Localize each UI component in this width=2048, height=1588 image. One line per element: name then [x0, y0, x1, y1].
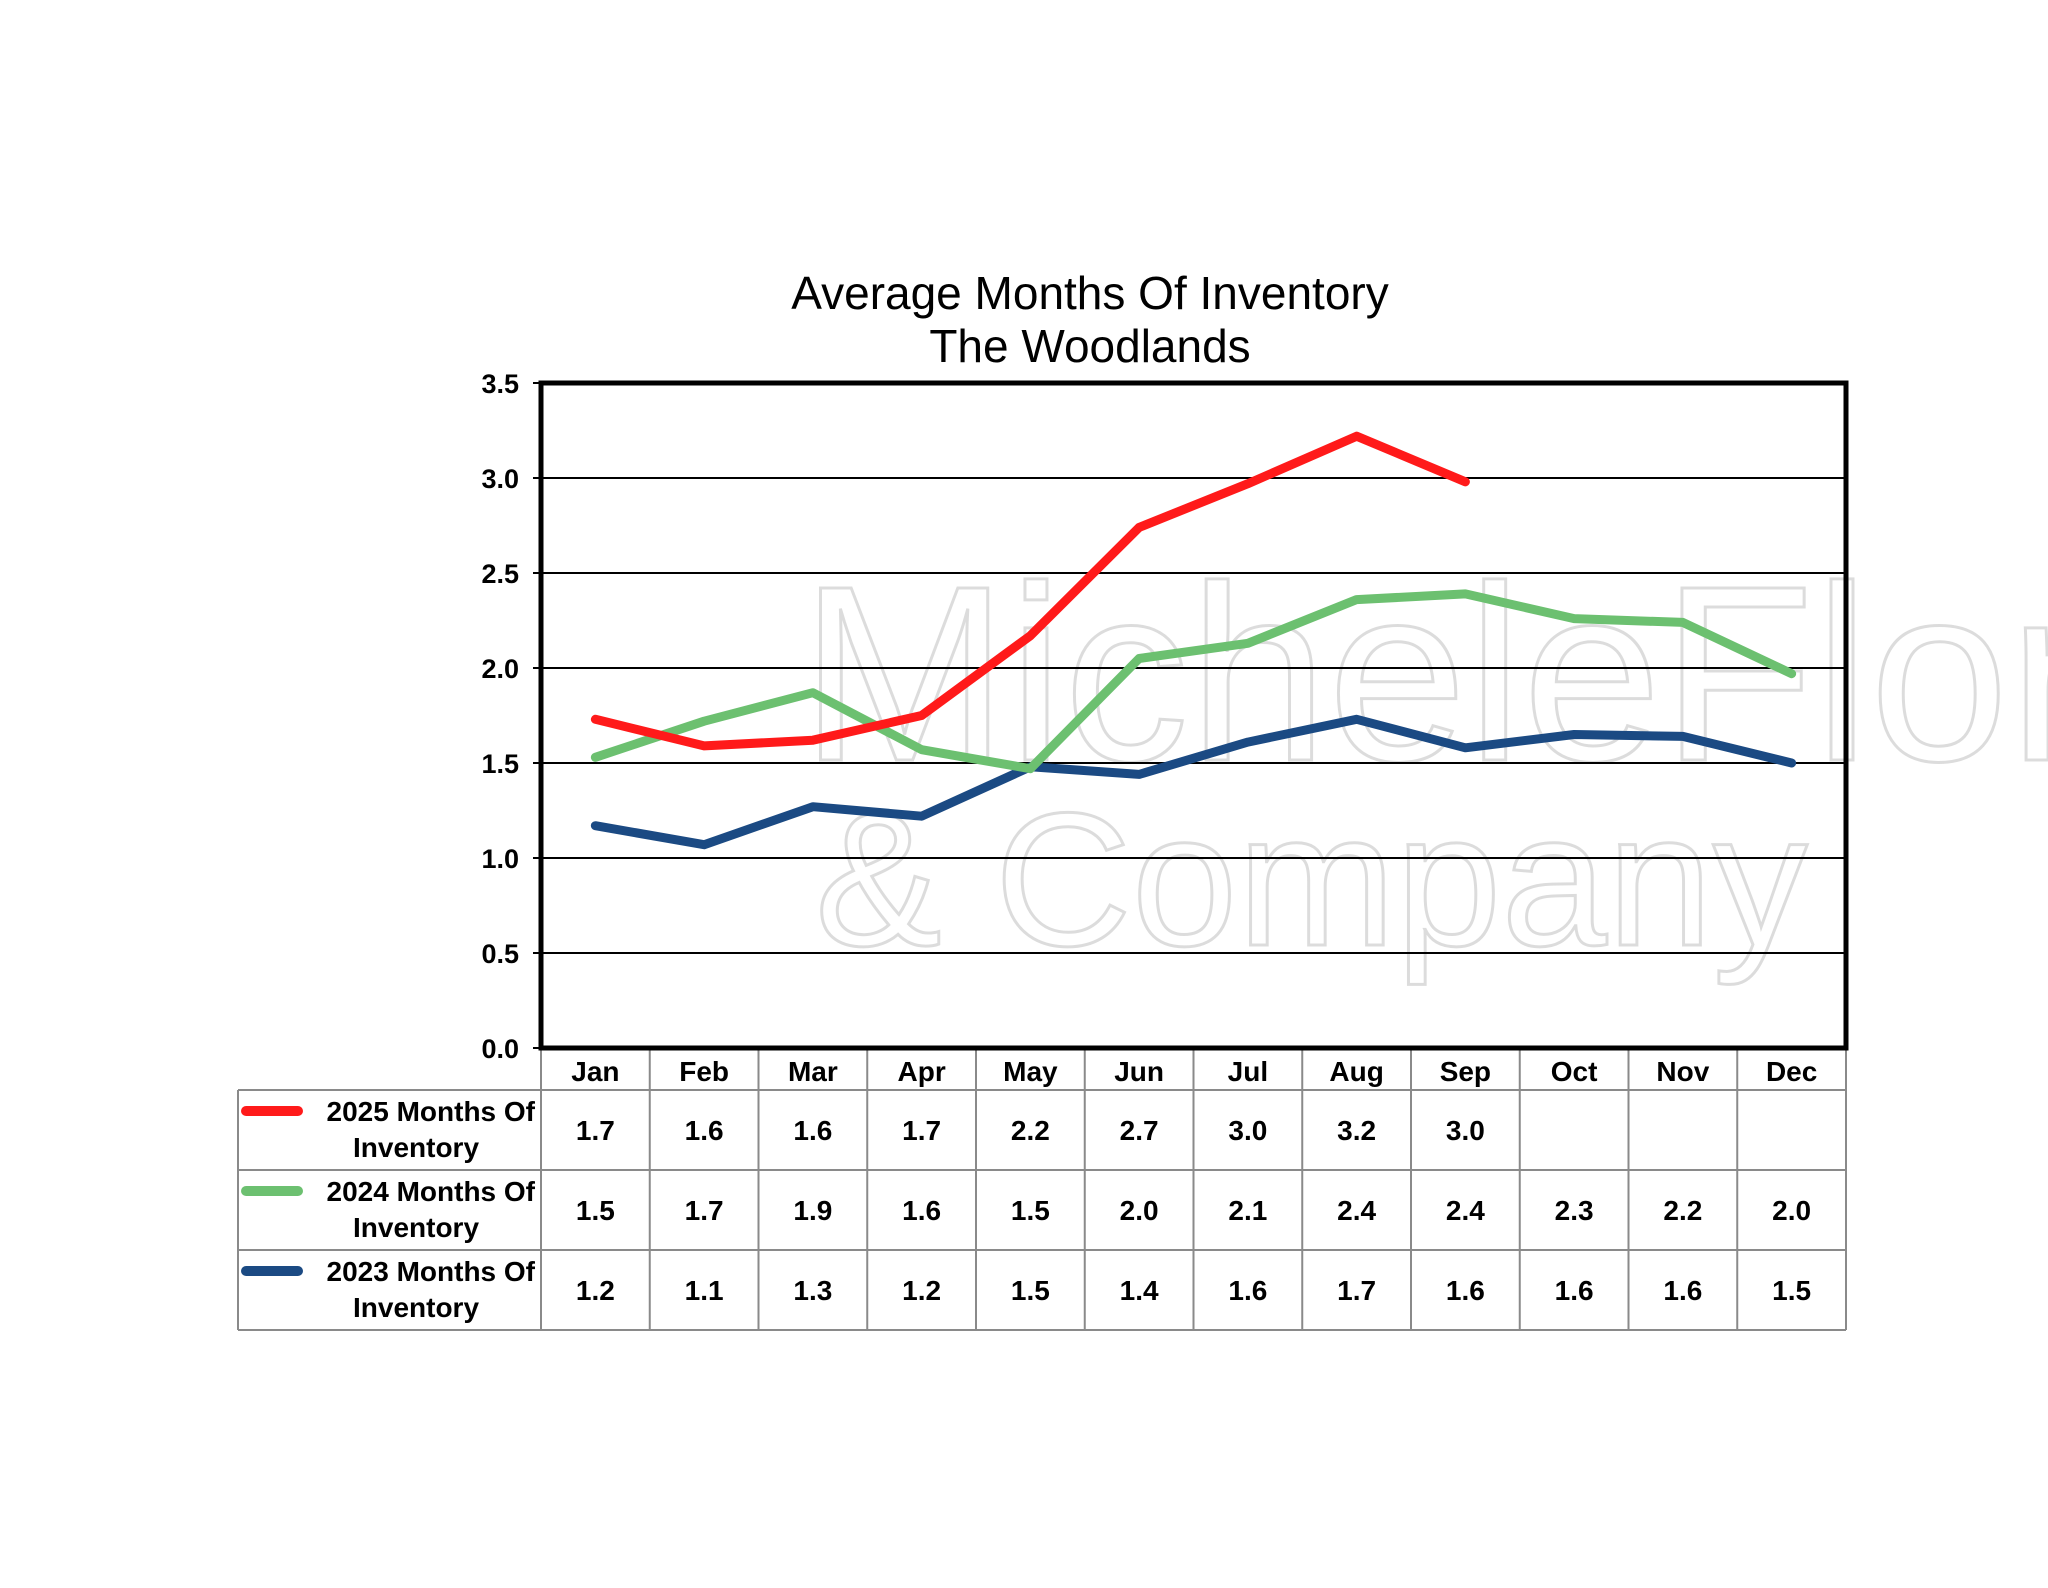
- watermark-text-line1: MicheleFlory: [800, 534, 2048, 813]
- data-table-cell: 1.6: [1446, 1275, 1485, 1306]
- plot-area-frame: [538, 380, 1849, 1051]
- data-table-cell: 2.7: [1120, 1115, 1159, 1146]
- data-table-cell: 3.2: [1337, 1115, 1376, 1146]
- x-tick-label: Dec: [1766, 1056, 1817, 1087]
- series-line: [590, 714, 1797, 850]
- data-table-cell: 2.2: [1663, 1195, 1702, 1226]
- y-gridlines: [541, 477, 1846, 954]
- y-tick-label: 3.5: [481, 369, 519, 399]
- legend-label-line1: 2024 Months Of: [327, 1176, 536, 1207]
- legend-label-line2: Inventory: [353, 1212, 479, 1243]
- legend-label-line1: 2025 Months Of: [327, 1096, 536, 1127]
- data-table-cell: 2.0: [1120, 1195, 1159, 1226]
- data-table-cell: 2.1: [1228, 1195, 1267, 1226]
- data-table-cell: 3.0: [1446, 1115, 1485, 1146]
- x-tick-label: Jul: [1228, 1056, 1268, 1087]
- data-table-cell: 1.7: [576, 1115, 615, 1146]
- data-table-cell: 1.5: [1011, 1275, 1050, 1306]
- data-table-cell: 1.9: [793, 1195, 832, 1226]
- data-table-cell: 2.4: [1337, 1195, 1376, 1226]
- chart-title: Average Months Of Inventory: [791, 267, 1388, 319]
- data-table-cell: 2.3: [1555, 1195, 1594, 1226]
- data-table-cell: 1.7: [902, 1115, 941, 1146]
- data-table-cell: 1.6: [902, 1195, 941, 1226]
- series-line: [590, 431, 1470, 751]
- data-table-cell: 1.6: [793, 1115, 832, 1146]
- x-tick-label: Sep: [1440, 1056, 1491, 1087]
- y-tick-label: 0.0: [481, 1034, 519, 1064]
- data-table-cell: 1.5: [1772, 1275, 1811, 1306]
- data-table-cell: 2.2: [1011, 1115, 1050, 1146]
- data-table-cell: 2.0: [1772, 1195, 1811, 1226]
- data-table-cell: 1.5: [1011, 1195, 1050, 1226]
- y-tick-label: 1.5: [481, 749, 519, 779]
- legend-label-line2: Inventory: [353, 1132, 479, 1163]
- y-tick-label: 1.0: [481, 844, 519, 874]
- data-table-cell: 1.3: [793, 1275, 832, 1306]
- data-table-cell: 1.2: [576, 1275, 615, 1306]
- y-tick-label: 0.5: [481, 939, 519, 969]
- data-table-cell: 1.6: [685, 1115, 724, 1146]
- x-tick-label: Mar: [788, 1056, 838, 1087]
- data-table-cell: 1.7: [685, 1195, 724, 1226]
- data-table-cell: 1.6: [1228, 1275, 1267, 1306]
- chart-title-group: Average Months Of Inventory The Woodland…: [791, 267, 1388, 372]
- data-table-cell: 1.5: [576, 1195, 615, 1226]
- data-table-cell: 2.4: [1446, 1195, 1485, 1226]
- data-table-cell: 1.2: [902, 1275, 941, 1306]
- data-table-cell: 1.1: [685, 1275, 724, 1306]
- x-tick-label: Apr: [898, 1056, 946, 1087]
- series-lines: [590, 431, 1797, 850]
- y-tick-label: 2.0: [481, 654, 519, 684]
- series-line: [590, 589, 1797, 774]
- x-tick-label: Nov: [1656, 1056, 1709, 1087]
- data-table-cell: 3.0: [1228, 1115, 1267, 1146]
- data-table-cell: 1.4: [1120, 1275, 1159, 1306]
- legend-label-line2: Inventory: [353, 1292, 479, 1323]
- watermark-text-line2: & Company: [815, 774, 1808, 986]
- data-table-cell: 1.6: [1555, 1275, 1594, 1306]
- x-tick-label: Feb: [679, 1056, 729, 1087]
- y-axis: 0.0 0.5 1.0 1.5 2.0 2.5 3.0 3.5: [481, 369, 541, 1064]
- data-table-cell: 1.6: [1663, 1275, 1702, 1306]
- x-tick-label: Jan: [571, 1056, 619, 1087]
- x-tick-label: May: [1003, 1056, 1058, 1087]
- x-tick-label: Oct: [1551, 1056, 1598, 1087]
- x-tick-label: Aug: [1329, 1056, 1383, 1087]
- chart-subtitle: The Woodlands: [929, 320, 1250, 372]
- y-tick-label: 3.0: [481, 464, 519, 494]
- legend-label-line1: 2023 Months Of: [327, 1256, 536, 1287]
- x-tick-label: Jun: [1114, 1056, 1164, 1087]
- data-table: Jan Feb Mar Apr May Jun Jul Aug Sep Oct Nov Dec 2025…: [237, 1048, 1847, 1331]
- y-tick-label: 2.5: [481, 559, 519, 589]
- data-table-cell: 1.7: [1337, 1275, 1376, 1306]
